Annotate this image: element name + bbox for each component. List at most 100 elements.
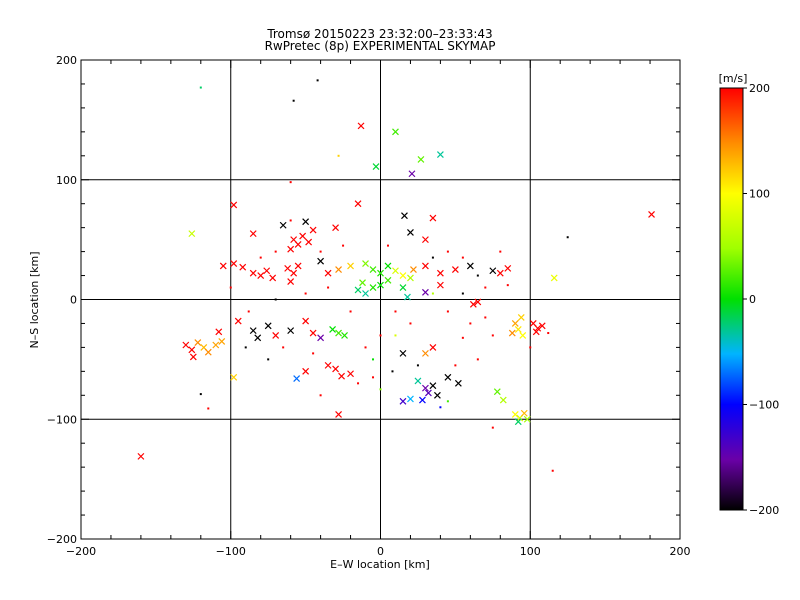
data-point-dot (476, 358, 479, 361)
data-point-dot (259, 256, 262, 259)
data-point-cross (429, 343, 437, 351)
data-point-cross (384, 276, 392, 284)
data-point-cross (287, 245, 295, 253)
data-point-cross (508, 329, 516, 337)
data-point-cross (422, 384, 429, 392)
data-point-dot (372, 358, 375, 361)
data-point-dot (292, 99, 295, 102)
data-point-cross (429, 214, 437, 222)
data-point-cross (332, 224, 339, 232)
data-point-dot (372, 376, 375, 379)
data-point-cross (422, 288, 429, 296)
data-point-cross (410, 266, 417, 273)
data-point-cross (469, 300, 477, 308)
data-point-cross (532, 328, 540, 336)
data-point-cross (534, 324, 542, 332)
data-point-cross (305, 238, 313, 246)
data-point-dot (247, 310, 250, 313)
data-point-dot (274, 298, 277, 301)
data-point-dot (274, 250, 277, 253)
data-point-cross (422, 349, 429, 357)
data-point-dot (394, 334, 397, 337)
data-point-cross (302, 218, 310, 226)
data-point-cross (514, 326, 522, 333)
y-tick-label: 200 (56, 54, 77, 67)
data-point-cross (359, 279, 366, 287)
data-point-dot (446, 310, 449, 313)
colorbar-tick-label: −200 (749, 504, 779, 517)
data-point-cross (182, 341, 190, 349)
data-point-cross (429, 382, 437, 390)
data-point-cross (332, 365, 339, 373)
colorbar-tick-label: 200 (749, 82, 770, 95)
data-point-cross (269, 274, 277, 282)
data-point-dot (461, 256, 464, 259)
data-point-cross (335, 266, 342, 273)
data-point-dot (316, 79, 319, 82)
data-point-cross (474, 298, 482, 306)
data-point-cross (230, 260, 238, 267)
data-point-dot (446, 400, 449, 403)
data-point-dot (439, 406, 442, 409)
data-point-cross (302, 317, 310, 325)
data-point-cross (294, 262, 302, 270)
data-point-cross (399, 397, 407, 405)
data-point-cross (341, 332, 348, 339)
data-point-cross (230, 201, 238, 209)
data-point-dot (469, 322, 472, 325)
data-point-cross (254, 334, 262, 342)
data-point-dot (229, 286, 232, 289)
data-point-cross (284, 264, 292, 272)
data-point-dot (499, 250, 502, 253)
data-point-cross (377, 269, 384, 277)
data-point-cross (212, 341, 220, 349)
data-point-dot (446, 250, 449, 253)
data-point-cross (401, 212, 408, 220)
x-axis-label: E–W location [km] (330, 558, 430, 571)
data-point-dot (416, 364, 419, 367)
data-point-dot (327, 286, 330, 289)
data-point-dot (282, 346, 285, 349)
y-axis-label: N–S location [km] (28, 251, 41, 348)
data-point-cross (511, 320, 519, 327)
x-tick-label: 100 (520, 545, 541, 558)
data-point-cross (239, 263, 247, 271)
data-point-cross (324, 269, 332, 277)
data-point-cross (523, 415, 531, 423)
data-point-cross (648, 211, 655, 218)
data-point-dot (349, 310, 352, 313)
data-point-dot (394, 310, 397, 313)
y-tick-label: −200 (47, 533, 77, 546)
data-point-cross (294, 240, 302, 248)
data-point-cross (188, 230, 196, 238)
data-point-cross (257, 272, 265, 279)
data-point-dot (476, 274, 479, 277)
data-point-cross (357, 122, 365, 130)
chart-subtitle: RwPretec (8p) EXPERIMENTAL SKYMAP (265, 39, 496, 53)
data-point-cross (317, 257, 325, 265)
data-point-dot (529, 346, 532, 349)
colorbar-ticks: 200 100 0 −100 −200 (743, 82, 779, 517)
data-point-cross (404, 293, 411, 301)
data-point-cross (302, 367, 310, 375)
data-point-dot (551, 469, 554, 472)
data-point-cross (362, 260, 369, 267)
data-point-cross (204, 348, 212, 356)
data-point-cross (414, 377, 422, 385)
data-point-cross (372, 163, 380, 171)
data-point-dot (267, 358, 270, 361)
data-point-cross (230, 373, 238, 381)
data-point-cross (279, 221, 287, 229)
data-point-dot (484, 286, 487, 289)
colorbar-gradient (720, 88, 743, 510)
axis-ticks: −200 −100 0 100 200 −200 −100 0 100 200 (47, 54, 691, 558)
data-point-cross (436, 269, 444, 277)
data-point-cross (137, 452, 145, 460)
data-point-cross (347, 262, 354, 270)
data-point-cross (408, 170, 416, 178)
data-point-dot (337, 154, 340, 157)
data-point-cross (520, 409, 528, 417)
data-point-cross (287, 278, 295, 285)
data-point-cross (338, 372, 345, 380)
